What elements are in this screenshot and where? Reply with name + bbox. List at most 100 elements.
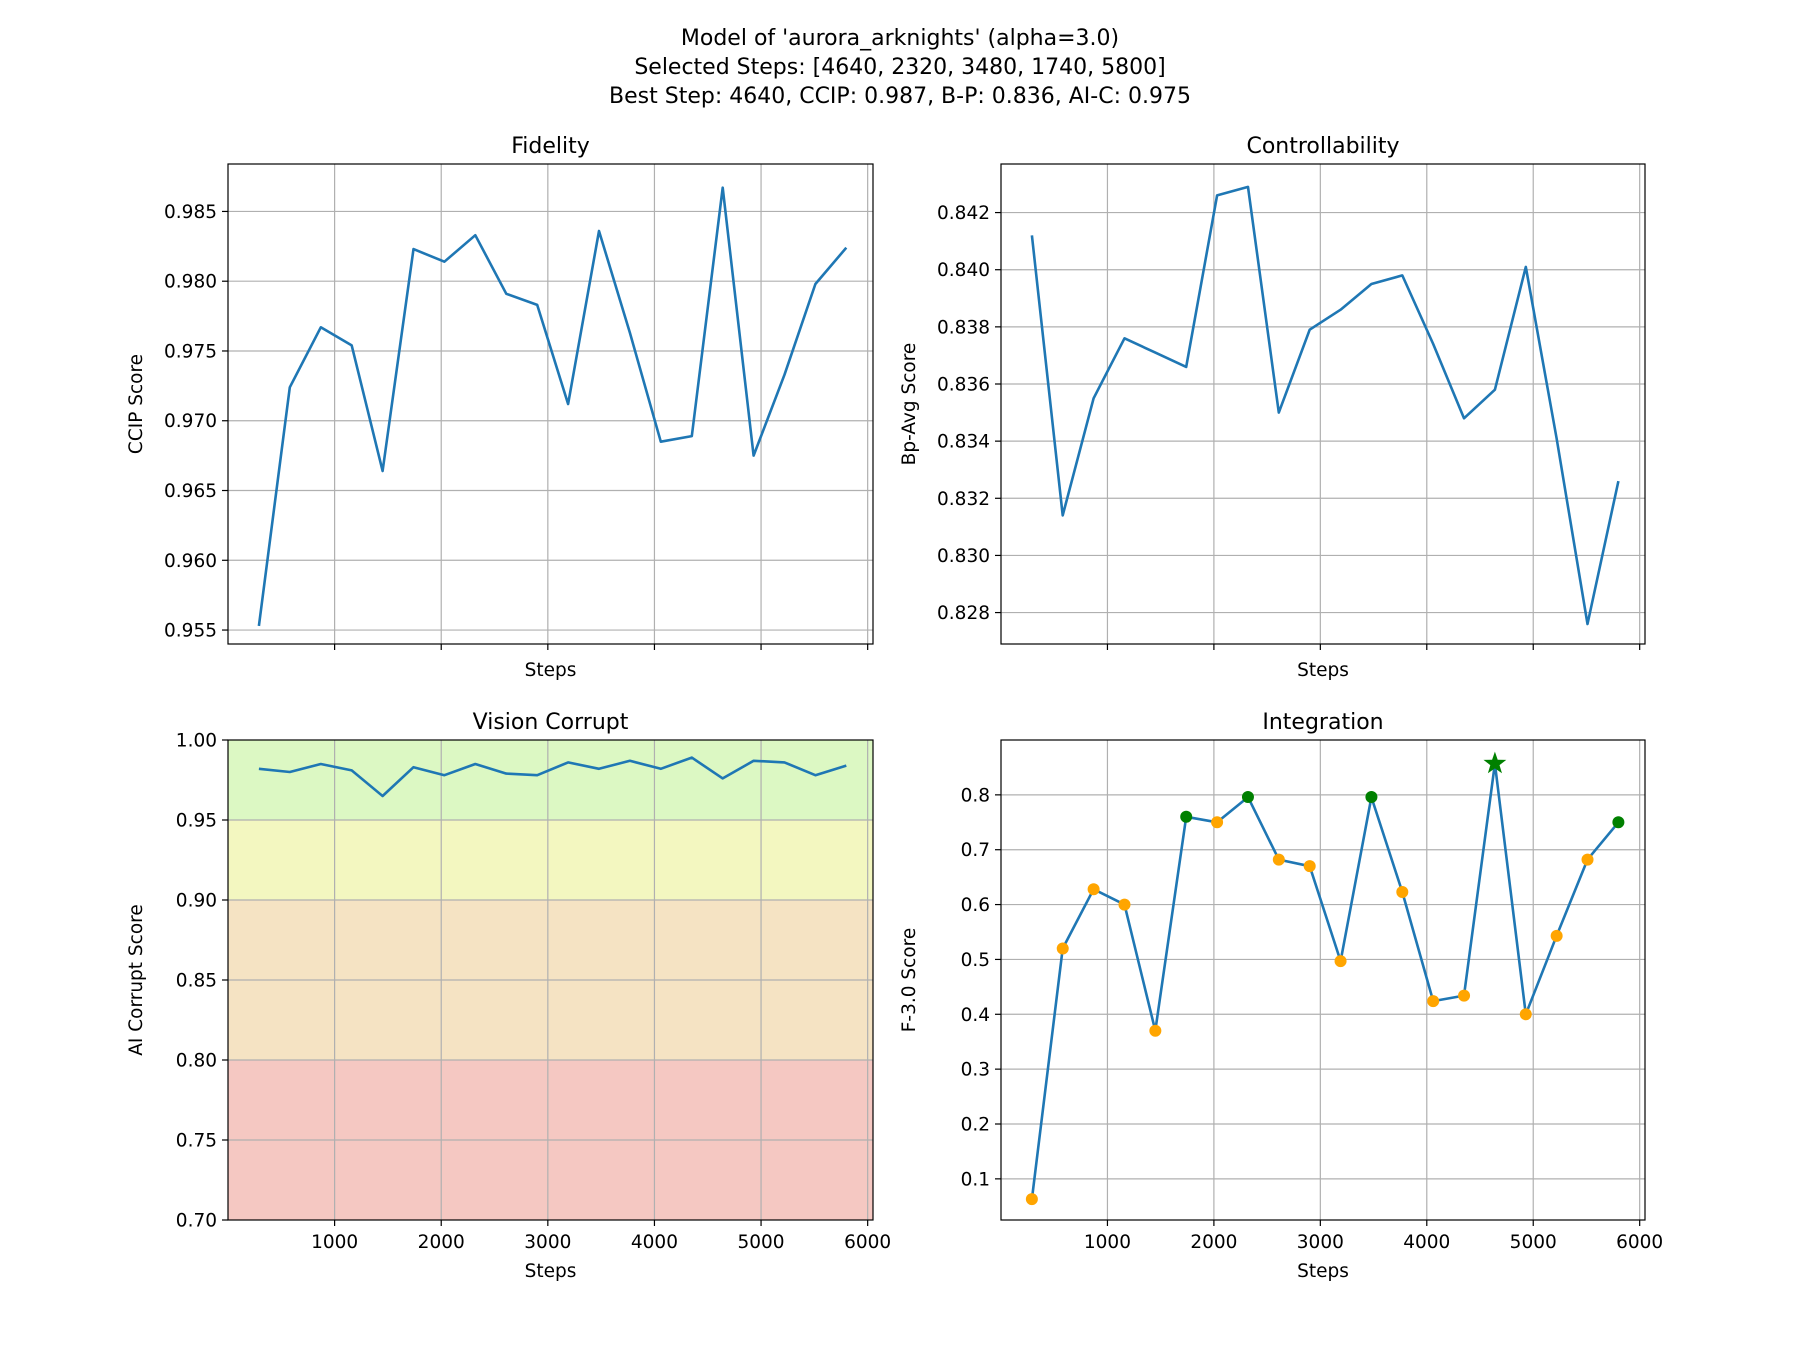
y-axis-label: F-3.0 Score [899, 928, 920, 1032]
grid [228, 164, 873, 644]
y-tick-label: 0.70 [176, 1211, 217, 1232]
band-1 [228, 820, 873, 900]
data-point-marker [1334, 955, 1347, 968]
y-tick-label: 0.6 [961, 895, 990, 916]
y-tick-label: 0.985 [164, 202, 217, 223]
x-tick-label: 3000 [524, 1232, 571, 1253]
x-axis-label: Steps [1297, 1261, 1349, 1282]
x-tick-label: 5000 [738, 1232, 785, 1253]
x-tick-label: 2000 [418, 1232, 465, 1253]
x-tick-label: 2000 [1190, 1232, 1237, 1253]
figure-title-line-3: Best Step: 4640, CCIP: 0.987, B-P: 0.836… [609, 84, 1191, 109]
data-point-marker [1519, 1008, 1532, 1021]
chart-title: Controllability [1246, 134, 1399, 159]
y-axis-label: AI Corrupt Score [126, 904, 147, 1056]
data-point-marker [1025, 1193, 1038, 1206]
chart-title: Vision Corrupt [473, 710, 629, 735]
y-tick-label: 0.828 [937, 603, 990, 624]
data-point-marker [1087, 883, 1100, 896]
x-axis-ticks [334, 644, 869, 650]
y-tick-label: 0.832 [937, 489, 990, 510]
y-tick-label: 0.1 [961, 1169, 990, 1190]
x-tick-label: 5000 [1510, 1232, 1557, 1253]
x-axis-label: Steps [525, 660, 577, 681]
y-tick-label: 0.980 [164, 272, 217, 293]
y-tick-label: 0.838 [937, 317, 990, 338]
chart-vision-corrupt: 1000 2000 3000 4000 5000 6000 0.70 0.75 0.80 0.85… [126, 710, 891, 1282]
y-tick-label: 1.00 [176, 731, 217, 752]
y-tick-label: 0.836 [937, 375, 990, 396]
data-point-marker [1581, 853, 1594, 866]
y-axis-ticks: 0.70 0.75 0.80 0.85 0.90 0.95 1.00 [176, 731, 228, 1232]
x-tick-label: 1000 [311, 1232, 358, 1253]
data-point-marker [1303, 860, 1316, 873]
background-bands [228, 740, 873, 1220]
y-tick-label: 0.965 [164, 481, 217, 502]
y-tick-label: 0.970 [164, 411, 217, 432]
data-point-marker [1550, 929, 1563, 942]
y-tick-label: 0.85 [176, 971, 217, 992]
y-tick-label: 0.830 [937, 546, 990, 567]
chart-title: Integration [1262, 710, 1383, 735]
y-tick-label: 0.975 [164, 341, 217, 362]
grid [1001, 164, 1645, 644]
x-axis-ticks: 1000 2000 3000 4000 5000 6000 [1084, 1220, 1663, 1253]
selected-point-marker [1365, 791, 1378, 804]
y-tick-label: 0.8 [961, 785, 990, 806]
y-axis-ticks: 0.828 0.830 0.832 0.834 0.836 0.838 0.840 0.842 [937, 203, 1001, 624]
y-axis-ticks: 0.1 0.2 0.3 0.4 0.5 0.6 0.7 0.8 [961, 785, 1001, 1190]
plot-frame [1000, 163, 1646, 645]
chart-title: Fidelity [511, 134, 590, 159]
figure-title-line-2: Selected Steps: [4640, 2320, 3480, 1740,… [634, 55, 1165, 80]
x-tick-label: 4000 [1403, 1232, 1450, 1253]
x-axis-label: Steps [525, 1261, 577, 1282]
x-axis-label: Steps [1297, 660, 1349, 681]
y-tick-label: 0.842 [937, 203, 990, 224]
y-tick-label: 0.75 [176, 1131, 217, 1152]
chart-integration: 1000 2000 3000 4000 5000 60000.10.20.30.40.50… [899, 710, 1663, 1282]
figure-title: Model of 'aurora_arknights' (alpha=3.0) … [609, 26, 1191, 109]
y-tick-label: 0.834 [937, 432, 990, 453]
y-tick-label: 0.3 [961, 1060, 990, 1081]
data-point-marker [1396, 885, 1409, 898]
y-tick-label: 0.5 [961, 950, 990, 971]
data-point-marker [1211, 816, 1224, 829]
plot-frame [1000, 739, 1646, 1221]
data-point-marker [1149, 1024, 1162, 1037]
plot-frame [227, 163, 874, 645]
y-axis-ticks: 0.955 0.960 0.965 0.970 0.975 0.980 0.985 [164, 202, 228, 642]
x-axis-ticks: 1000 2000 3000 4000 5000 6000 [311, 1220, 891, 1253]
selected-point-marker [1612, 816, 1625, 829]
data-point-marker [1427, 995, 1440, 1008]
data-point-marker [1272, 853, 1285, 866]
grid [1001, 740, 1645, 1220]
y-axis-label: CCIP Score [126, 354, 147, 454]
figure-title-line-1: Model of 'aurora_arknights' (alpha=3.0) [681, 26, 1119, 51]
x-axis-ticks [1106, 644, 1641, 650]
y-tick-label: 0.955 [164, 621, 217, 642]
series-line-0 [258, 756, 847, 798]
chart-fidelity: 0.955 0.960 0.965 0.970 0.975 0.980 0.985 Fidel… [126, 134, 874, 681]
y-tick-label: 0.95 [176, 811, 217, 832]
y-tick-label: 0.4 [961, 1005, 990, 1026]
y-tick-label: 0.2 [961, 1115, 990, 1136]
selected-point-marker [1180, 810, 1193, 823]
markers [1025, 751, 1625, 1206]
best-step-star-marker [1483, 751, 1507, 774]
y-axis-label: Bp-Avg Score [899, 343, 920, 466]
chart-controllability: 0.828 0.830 0.832 0.834 0.836 0.838 0.840 0.842… [899, 134, 1646, 681]
x-tick-label: 6000 [844, 1232, 891, 1253]
y-tick-label: 0.80 [176, 1051, 217, 1072]
series-line-0 [257, 186, 848, 627]
chart-panels: 0.955 0.960 0.965 0.970 0.975 0.980 0.985 Fidel… [126, 134, 1663, 1282]
x-tick-label: 3000 [1297, 1232, 1344, 1253]
band-0 [228, 740, 873, 820]
x-tick-label: 4000 [631, 1232, 678, 1253]
y-tick-label: 0.840 [937, 260, 990, 281]
grid [228, 740, 873, 1220]
y-tick-label: 0.90 [176, 891, 217, 912]
series-line-0 [1030, 185, 1620, 626]
y-tick-label: 0.7 [961, 840, 990, 861]
selected-point-marker [1241, 791, 1254, 804]
